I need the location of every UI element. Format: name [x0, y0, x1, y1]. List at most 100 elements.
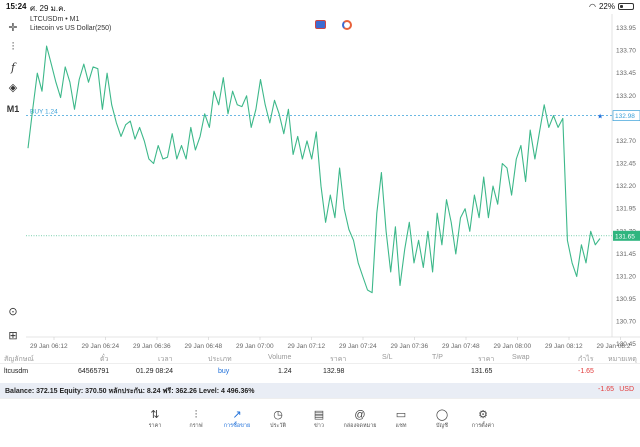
- time-tick-label: 29 Jan 06:36: [133, 343, 171, 350]
- nav-label: การตั้งค่า: [471, 423, 495, 429]
- timeframe-button[interactable]: M1: [6, 104, 20, 114]
- row-profit: -1.65: [578, 368, 594, 375]
- col-sl: S/L: [382, 354, 393, 361]
- price-tick-label: 132.20: [616, 183, 636, 190]
- price-tick-label: 131.95: [616, 206, 636, 213]
- col-time: เวลา: [158, 356, 173, 363]
- nav-item-mailbox[interactable]: @ กล่องจดหมาย: [340, 408, 380, 430]
- status-date: ศ. 29 ม.ค.: [30, 4, 66, 13]
- current-price-label: 131.65: [615, 233, 635, 240]
- price-tick-label: 131.45: [616, 251, 636, 258]
- col-current-price: ราคา: [478, 356, 495, 363]
- bottom-nav: ⇅ ราคา ⫶ กราฟ ↗ การซื้อขาย ◷ ประวัติ ▤ ข่าว @ กล่อง…: [0, 398, 640, 447]
- nav-label: บัญชี: [436, 423, 448, 429]
- position-row[interactable]: ltcusdm 64565791 01.29 08:24 buy 1.24 13…: [0, 364, 640, 382]
- col-price: ราคา: [330, 356, 347, 363]
- col-tp: T/P: [432, 354, 443, 361]
- battery-fill: [620, 5, 624, 8]
- price-series-line: [27, 45, 601, 294]
- price-tick-label: 133.95: [616, 25, 636, 32]
- price-tick-label: 132.45: [616, 161, 636, 168]
- chart-header: LTCUSDm • M1 Litecoin vs US Dollar(250): [30, 15, 111, 33]
- row-price: 132.98: [323, 368, 345, 375]
- nav-label: การซื้อขาย: [223, 423, 251, 429]
- time-tick-label: 29 Jan 06:12: [30, 343, 68, 350]
- buy-price-label: 132.98: [615, 113, 635, 120]
- chart-symbol: LTCUSDm • M1: [30, 16, 80, 23]
- settings-icon: ⚙: [478, 409, 488, 421]
- nav-item-settings[interactable]: ⚙ การตั้งค่า: [463, 408, 503, 430]
- nav-item-news[interactable]: ▤ ข่าว: [299, 408, 339, 430]
- nav-item-chart[interactable]: ⫶ กราฟ: [176, 408, 216, 430]
- nav-item-chat[interactable]: ▭ แชท: [381, 408, 421, 430]
- price-tick-label: 130.45: [616, 341, 636, 348]
- crosshair-icon[interactable]: ✛: [8, 21, 18, 34]
- balance-bar: Balance: 372.15 Equity: 370.50 หลักประกั…: [0, 383, 640, 398]
- time-tick-label: 29 Jan 08:00: [494, 343, 532, 350]
- price-tick-label: 131.20: [616, 273, 636, 280]
- nav-item-history[interactable]: ◷ ประวัติ: [258, 408, 298, 430]
- trade-icon: ↗: [232, 409, 242, 421]
- nav-label: ข่าว: [314, 423, 324, 429]
- nav-label: ประวัติ: [269, 423, 287, 429]
- time-tick-label: 29 Jan 06:24: [82, 343, 120, 350]
- history-icon: ◷: [273, 409, 283, 421]
- price-chart[interactable]: 133.95133.70133.45133.20132.95132.70132.…: [0, 0, 640, 350]
- price-tick-label: 130.95: [616, 296, 636, 303]
- add-order-icon[interactable]: ⊞: [8, 329, 18, 342]
- positions-table: สัญลักษณ์ ตั๋ว เวลา ประเภท Volume ราคา S…: [0, 350, 640, 382]
- time-tick-label: 29 Jan 07:24: [339, 343, 377, 350]
- signal-icon[interactable]: [342, 20, 352, 30]
- quotes-icon: ⇅: [150, 409, 160, 421]
- nav-item-quotes[interactable]: ⇅ ราคา: [135, 408, 175, 430]
- time-tick-label: 29 Jan 08:2: [597, 343, 631, 350]
- time-tick-label: 29 Jan 07:00: [236, 343, 274, 350]
- news-icon: ▤: [313, 409, 325, 421]
- time-tick-label: 29 Jan 08:12: [545, 343, 583, 350]
- price-tick-label: 133.70: [616, 48, 636, 55]
- time-tick-label: 29 Jan 07:12: [288, 343, 326, 350]
- buy-level-label: BUY 1.24: [30, 109, 58, 116]
- nav-label: แชท: [395, 423, 407, 429]
- nav-label: ราคา: [148, 423, 162, 429]
- time-tick-label: 29 Jan 07:36: [391, 343, 429, 350]
- one-click-trading-icon[interactable]: [315, 20, 326, 29]
- nav-item-trade[interactable]: ↗ การซื้อขาย: [217, 408, 257, 430]
- nav-label: กล่องจดหมาย: [343, 423, 377, 429]
- current-price-box: [613, 230, 640, 241]
- col-symbol: สัญลักษณ์: [4, 356, 34, 363]
- chart-type-icon[interactable]: ⫶: [11, 40, 15, 53]
- battery-icon: [618, 3, 634, 10]
- status-bar: 15:24 ศ. 29 ม.ค. ◠ 22%: [0, 0, 640, 14]
- col-volume: Volume: [268, 354, 292, 361]
- account-icon: ◯: [435, 409, 449, 421]
- status-right: ◠ 22%: [589, 2, 634, 11]
- zoom-chart-icon[interactable]: ⊙: [8, 305, 18, 318]
- col-comment: หมายเหตุ: [608, 356, 637, 363]
- chart-header-icons: [315, 20, 352, 30]
- row-volume: 1.24: [278, 368, 292, 375]
- time-tick-label: 29 Jan 07:48: [442, 343, 480, 350]
- objects-icon[interactable]: ◈: [8, 81, 18, 94]
- currency: USD: [619, 386, 634, 393]
- chart-description: Litecoin vs US Dollar(250): [30, 25, 112, 32]
- time-tick-label: 29 Jan 06:48: [185, 343, 223, 350]
- status-time: 15:24: [6, 2, 27, 11]
- positions-header: สัญลักษณ์ ตั๋ว เวลา ประเภท Volume ราคา S…: [0, 350, 640, 364]
- col-profit: กำไร: [578, 356, 594, 363]
- buy-price-box: [612, 110, 640, 121]
- chat-icon: ▭: [395, 409, 407, 421]
- col-ticket: ตั๋ว: [100, 356, 109, 363]
- row-time: 01.29 08:24: [136, 368, 173, 375]
- price-tick-label: 133.45: [616, 70, 636, 77]
- balance-text: Balance: 372.15 Equity: 370.50 หลักประกั…: [5, 388, 255, 395]
- nav-item-account[interactable]: ◯ บัญชี: [422, 408, 462, 430]
- chart-toolbar: ✛ ⫶ f ◈ M1 ⊙ ⊞: [0, 14, 26, 344]
- price-tick-label: 132.70: [616, 138, 636, 145]
- price-tick-label: 130.70: [616, 319, 636, 326]
- row-type: buy: [218, 368, 230, 375]
- indicators-icon[interactable]: f: [10, 60, 16, 74]
- chart-candles-icon: ⫶: [194, 409, 198, 421]
- nav-label: กราฟ: [189, 423, 203, 429]
- wifi-icon: ◠: [589, 2, 596, 11]
